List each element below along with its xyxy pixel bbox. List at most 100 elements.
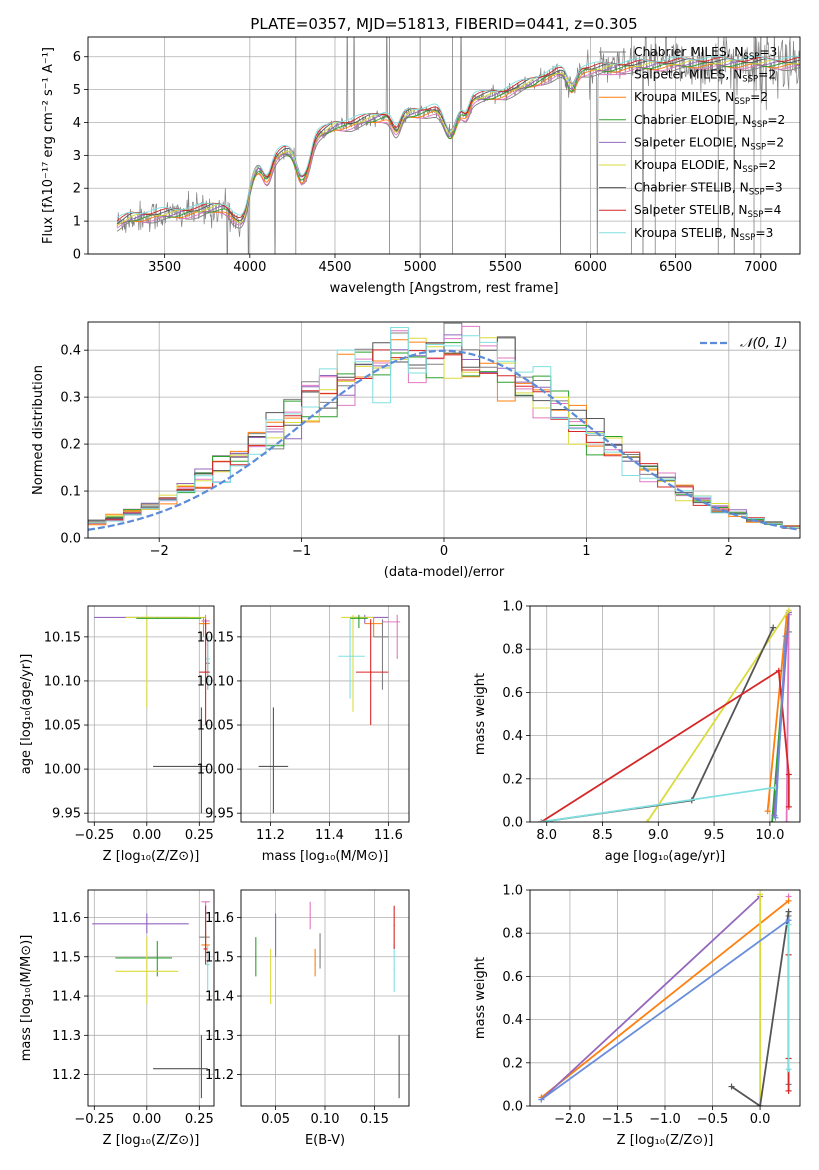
legend-label: Kroupa ELODIE, NSSP=2 (634, 158, 776, 175)
legend-label-main: Chabrier ELODIE, N (634, 113, 751, 127)
data-point (270, 975, 272, 978)
y-tick-label: 3 (73, 149, 81, 164)
x-tick-label: 5500 (489, 260, 522, 275)
y-axis-label: mass weight (473, 957, 488, 1039)
y-tick-label: 0.8 (502, 927, 523, 942)
data-point (207, 658, 209, 660)
legend-label-suffix: =2 (767, 113, 785, 127)
legend-label-suffix: =2 (758, 68, 776, 82)
y-axis-label: mass weight (473, 673, 488, 755)
legend-label-sub: SSP (740, 233, 756, 243)
x-tick-label: 4000 (233, 260, 266, 275)
legend-label-main: Salpeter ELODIE, N (634, 135, 750, 149)
data-point (255, 956, 257, 958)
x-tick-label: −1 (292, 544, 311, 559)
y-tick-label: 11.4 (205, 990, 234, 1005)
legend-label-sub: SSP (743, 52, 759, 62)
chart-mass-weight-vs-age: 8.0 8.5 9.0 9.5 10.0 0.0 0.2 0.4 0.6 0.8 1.0 age [l… (473, 600, 801, 864)
legend-label-main: Kroupa MILES, N (634, 90, 734, 104)
series-line-9 (774, 636, 787, 818)
legend-label: Kroupa MILES, NSSP=2 (634, 90, 768, 107)
x-axis-label: (data-model)/error (384, 565, 505, 580)
legend-label: Salpeter ELODIE, NSSP=2 (634, 135, 784, 152)
data-point (205, 671, 207, 673)
x-tick-label: 0.00 (132, 828, 161, 843)
x-tick-label: 4500 (318, 260, 351, 275)
legend-label-suffix: =3 (759, 45, 777, 59)
axes-frame (529, 889, 801, 1107)
y-tick-label: 0.0 (502, 816, 523, 831)
x-tick-label: 3500 (148, 260, 181, 275)
plot-area (116, 37, 800, 254)
legend-label-suffix: =2 (750, 90, 768, 104)
x-axis-label: Z [log₁₀(Z/Z⊙)] (103, 849, 200, 864)
x-tick-label: −0.25 (74, 1112, 114, 1127)
y-tick-label: 10.10 (197, 674, 234, 689)
legend-label-suffix: =2 (766, 135, 784, 149)
y-tick-label: 1.0 (502, 600, 523, 615)
chart-mass-weight-vs-Z: −2.0 −1.5 −1.0 −0.5 0.0 0.0 0.2 0.4 0.6 0.8 1.0 Z [… (473, 884, 801, 1148)
y-tick-label: 0.3 (60, 391, 81, 406)
axes-frame (87, 36, 801, 255)
data-point (156, 957, 158, 959)
y-axis-label: Normed distribution (31, 365, 46, 495)
chart-mass-vs-Z: −0.25 0.00 0.25 11.2 11.3 11.4 11.5 11.6 Z [log₁… (19, 889, 215, 1148)
y-tick-label: 6 (73, 50, 81, 65)
x-tick-label: 0.25 (185, 828, 214, 843)
legend-label: Chabrier MILES, NSSP=3 (634, 45, 777, 62)
legend-label: Chabrier STELIB, NSSP=3 (634, 181, 783, 198)
series-line-1 (785, 614, 790, 822)
y-tick-label: 0.6 (502, 686, 523, 701)
y-tick-label: 0.4 (502, 729, 523, 744)
x-tick-label: 10.0 (755, 828, 784, 843)
x-tick-label: 11.4 (315, 828, 344, 843)
y-tick-label: 0.2 (502, 1056, 523, 1071)
x-tick-label: 8.5 (592, 828, 613, 843)
data-point (156, 617, 158, 619)
data-point (358, 617, 360, 619)
plot-area (92, 901, 210, 1099)
x-tick-label: −0.5 (697, 1112, 729, 1127)
y-tick-label: 9.95 (205, 807, 234, 822)
legend-label-sub: SSP (747, 210, 763, 220)
x-tick-label: 9.0 (648, 828, 669, 843)
data-point (207, 964, 209, 966)
data-point (370, 671, 372, 673)
axes-frame (87, 321, 801, 539)
y-axis-label: Flux [fλ10⁻¹⁷ erg cm⁻² s⁻¹ A⁻¹] (41, 47, 56, 244)
y-tick-label: 11.3 (52, 1029, 81, 1044)
y-tick-label: 0.0 (60, 532, 81, 547)
legend-label-main: Kroupa ELODIE, N (634, 158, 742, 172)
y-tick-label: 0.1 (60, 485, 81, 500)
data-point (393, 924, 395, 926)
data-point (381, 636, 384, 638)
plot-area (88, 322, 800, 538)
y-tick-label: 9.95 (52, 807, 81, 822)
y-tick-label: 0.2 (60, 438, 81, 453)
y-tick-label: 2 (73, 182, 81, 197)
axes-frame (87, 605, 215, 823)
x-axis-label: wavelength [Angstrom, rest frame] (330, 281, 559, 296)
plot-area (255, 901, 400, 1099)
legend-label-suffix: =3 (755, 226, 773, 240)
y-tick-label: 11.5 (205, 950, 234, 965)
data-point (398, 1073, 400, 1076)
series-line-2 (540, 900, 790, 1099)
x-tick-label: 6500 (659, 260, 692, 275)
x-tick-label: 11.6 (374, 828, 403, 843)
legend-label-suffix: =4 (763, 203, 781, 217)
series-line-8 (541, 786, 776, 822)
data-point (319, 948, 321, 950)
axes-frame (240, 605, 410, 823)
y-tick-label: 5 (73, 83, 81, 98)
legend-label-main: Kroupa STELIB, N (634, 226, 740, 240)
data-point (373, 623, 375, 625)
plot-area (258, 614, 401, 814)
series-line-2 (766, 616, 788, 812)
legend-label-main: Chabrier STELIB, N (634, 181, 749, 195)
y-tick-label: 0 (73, 248, 81, 263)
y-tick-label: 11.4 (52, 990, 81, 1005)
data-point (272, 765, 275, 768)
x-tick-label: 8.0 (536, 828, 557, 843)
x-tick-label: 0 (440, 544, 448, 559)
